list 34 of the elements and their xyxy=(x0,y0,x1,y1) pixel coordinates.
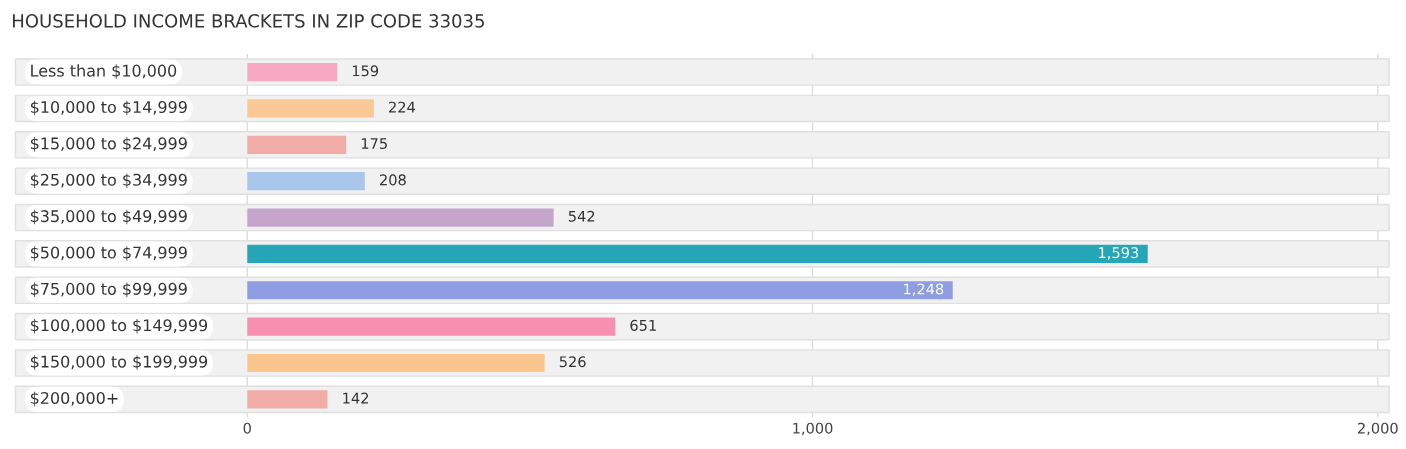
x-tick-label: 2,000 xyxy=(1357,422,1398,436)
bar xyxy=(247,390,328,409)
bar xyxy=(247,353,545,373)
data-label: 1,593 xyxy=(1099,247,1139,260)
chart-title: HOUSEHOLD INCOME BRACKETS IN ZIP CODE 33035 xyxy=(13,14,484,28)
y-tick-label: $50,000 to $74,999 xyxy=(30,246,187,261)
bar xyxy=(247,62,338,82)
data-label: 1,248 xyxy=(904,283,944,296)
bar xyxy=(247,244,1148,263)
data-label: 208 xyxy=(380,174,406,186)
y-tick-label: $25,000 to $34,999 xyxy=(30,173,187,188)
data-label: 224 xyxy=(389,101,416,113)
bar xyxy=(247,208,554,227)
y-tick-label: $150,000 to $199,999 xyxy=(30,355,208,370)
x-tick-label: 0 xyxy=(243,422,251,434)
x-tick-label: 1,000 xyxy=(793,422,833,436)
y-tick-label: Less than $10,000 xyxy=(31,64,177,79)
data-label: 159 xyxy=(352,65,379,77)
data-label: 651 xyxy=(630,319,656,331)
y-tick-label: $35,000 to $49,999 xyxy=(30,209,187,225)
bar xyxy=(247,281,953,300)
bar xyxy=(247,172,365,191)
data-label: 526 xyxy=(559,356,586,368)
bar xyxy=(247,135,347,154)
bar xyxy=(247,99,374,118)
data-label: 142 xyxy=(343,392,369,404)
data-label: 175 xyxy=(361,138,387,150)
y-tick-label: $10,000 to $14,999 xyxy=(30,100,187,116)
bar xyxy=(247,317,616,336)
y-tick-label: $75,000 to $99,999 xyxy=(30,282,187,298)
y-tick-label: $15,000 to $24,999 xyxy=(30,137,187,152)
y-tick-label: $200,000+ xyxy=(30,391,118,407)
data-label: 542 xyxy=(568,210,595,222)
y-tick-label: $100,000 to $149,999 xyxy=(30,318,208,334)
